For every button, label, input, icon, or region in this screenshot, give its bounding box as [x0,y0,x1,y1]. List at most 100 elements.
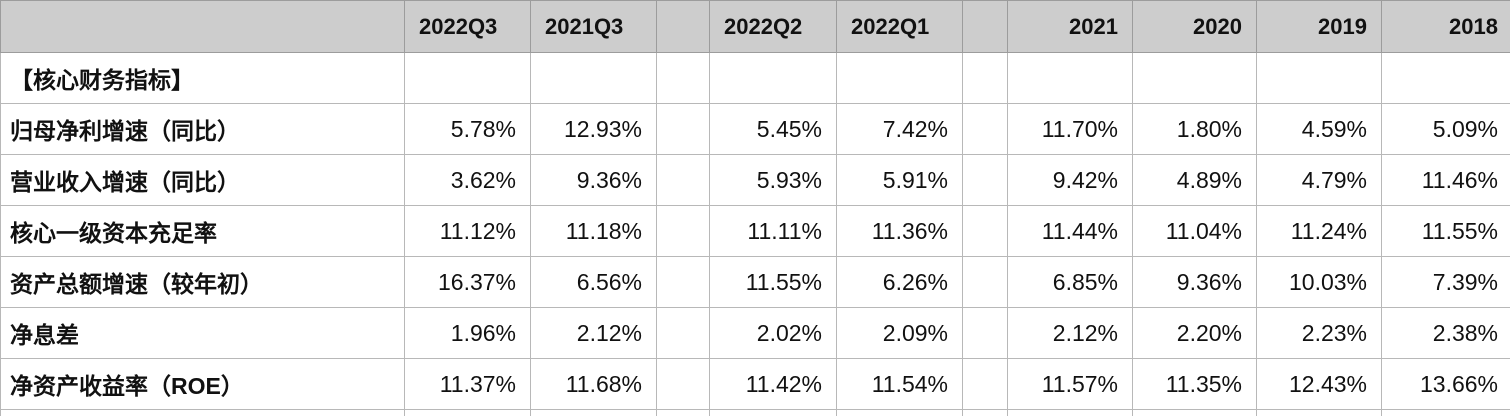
value-cell[interactable]: 13.66% [1381,358,1510,410]
value-cell[interactable]: 11.36% [836,205,963,257]
value-cell[interactable]: 6.26% [836,256,963,308]
value-cell[interactable]: 11.37% [404,358,531,410]
value-cell[interactable]: 7.42% [836,103,963,155]
empty-cell[interactable] [836,52,963,104]
value-cell[interactable]: 7.39% [1381,256,1510,308]
empty-cell[interactable] [1007,52,1133,104]
value-cell[interactable]: 2.12% [1007,307,1133,359]
row-label-cell[interactable]: 【核心财务指标】 [0,52,405,104]
value-cell[interactable]: 11.18% [530,205,657,257]
empty-cell[interactable] [656,103,710,155]
empty-cell[interactable] [962,154,1008,206]
empty-cell[interactable] [1132,52,1257,104]
row-label-cell[interactable]: 净资产收益率（ROE） [0,358,405,410]
empty-cell[interactable] [656,358,710,410]
empty-cell[interactable] [1256,409,1382,416]
value-cell[interactable]: 16.37% [404,256,531,308]
value-cell[interactable]: 1.96% [404,307,531,359]
empty-cell[interactable] [1132,409,1257,416]
header-corner-cell[interactable] [0,0,405,53]
value-cell[interactable]: 11.46% [1381,154,1510,206]
value-cell[interactable]: 4.79% [1256,154,1382,206]
value-cell[interactable]: 11.24% [1256,205,1382,257]
column-header[interactable]: 2021Q3 [530,0,657,53]
value-cell[interactable]: 9.42% [1007,154,1133,206]
empty-cell[interactable] [836,409,963,416]
column-header[interactable]: 2018 [1381,0,1510,53]
value-cell[interactable]: 11.55% [1381,205,1510,257]
column-header[interactable]: 2019 [1256,0,1382,53]
empty-cell[interactable] [1381,52,1510,104]
value-cell[interactable]: 11.35% [1132,358,1257,410]
value-cell[interactable]: 6.85% [1007,256,1133,308]
value-cell[interactable]: 5.45% [709,103,837,155]
value-cell[interactable]: 5.91% [836,154,963,206]
value-cell[interactable]: 11.55% [709,256,837,308]
value-cell[interactable]: 5.09% [1381,103,1510,155]
value-cell[interactable]: 11.42% [709,358,837,410]
value-cell[interactable]: 11.11% [709,205,837,257]
empty-cell[interactable] [962,103,1008,155]
table-row-partial [0,409,1510,416]
value-cell[interactable]: 2.23% [1256,307,1382,359]
value-cell[interactable]: 2.38% [1381,307,1510,359]
value-cell[interactable]: 9.36% [1132,256,1257,308]
row-label-cell[interactable]: 净息差 [0,307,405,359]
value-cell[interactable]: 2.12% [530,307,657,359]
value-cell[interactable]: 3.62% [404,154,531,206]
empty-cell[interactable] [1007,409,1133,416]
empty-cell[interactable] [404,52,531,104]
empty-cell[interactable] [656,409,710,416]
empty-cell[interactable] [962,256,1008,308]
empty-cell[interactable] [656,154,710,206]
value-cell[interactable]: 5.78% [404,103,531,155]
value-cell[interactable]: 12.93% [530,103,657,155]
row-label-cell[interactable]: 归母净利增速（同比） [0,103,405,155]
value-cell[interactable]: 2.20% [1132,307,1257,359]
value-cell[interactable]: 2.02% [709,307,837,359]
value-cell[interactable]: 12.43% [1256,358,1382,410]
column-header[interactable]: 2022Q3 [404,0,531,53]
empty-cell[interactable] [962,52,1008,104]
empty-cell[interactable] [709,52,837,104]
header-spacer-cell[interactable] [656,0,710,53]
value-cell[interactable]: 11.68% [530,358,657,410]
empty-cell[interactable] [1256,52,1382,104]
row-label-cell[interactable]: 核心一级资本充足率 [0,205,405,257]
empty-cell[interactable] [404,409,531,416]
value-cell[interactable]: 4.59% [1256,103,1382,155]
column-header[interactable]: 2022Q1 [836,0,963,53]
empty-cell[interactable] [962,205,1008,257]
empty-cell[interactable] [962,307,1008,359]
empty-cell[interactable] [0,409,405,416]
header-spacer-cell[interactable] [962,0,1008,53]
empty-cell[interactable] [962,409,1008,416]
value-cell[interactable]: 1.80% [1132,103,1257,155]
value-cell[interactable]: 10.03% [1256,256,1382,308]
column-header[interactable]: 2020 [1132,0,1257,53]
empty-cell[interactable] [530,409,657,416]
row-label-cell[interactable]: 营业收入增速（同比） [0,154,405,206]
empty-cell[interactable] [656,205,710,257]
value-cell[interactable]: 11.12% [404,205,531,257]
column-header[interactable]: 2021 [1007,0,1133,53]
empty-cell[interactable] [962,358,1008,410]
empty-cell[interactable] [656,52,710,104]
value-cell[interactable]: 4.89% [1132,154,1257,206]
empty-cell[interactable] [709,409,837,416]
value-cell[interactable]: 9.36% [530,154,657,206]
value-cell[interactable]: 11.44% [1007,205,1133,257]
value-cell[interactable]: 11.57% [1007,358,1133,410]
column-header[interactable]: 2022Q2 [709,0,837,53]
value-cell[interactable]: 5.93% [709,154,837,206]
value-cell[interactable]: 2.09% [836,307,963,359]
value-cell[interactable]: 11.04% [1132,205,1257,257]
value-cell[interactable]: 11.54% [836,358,963,410]
value-cell[interactable]: 11.70% [1007,103,1133,155]
empty-cell[interactable] [656,256,710,308]
empty-cell[interactable] [1381,409,1510,416]
empty-cell[interactable] [530,52,657,104]
row-label-cell[interactable]: 资产总额增速（较年初） [0,256,405,308]
value-cell[interactable]: 6.56% [530,256,657,308]
empty-cell[interactable] [656,307,710,359]
